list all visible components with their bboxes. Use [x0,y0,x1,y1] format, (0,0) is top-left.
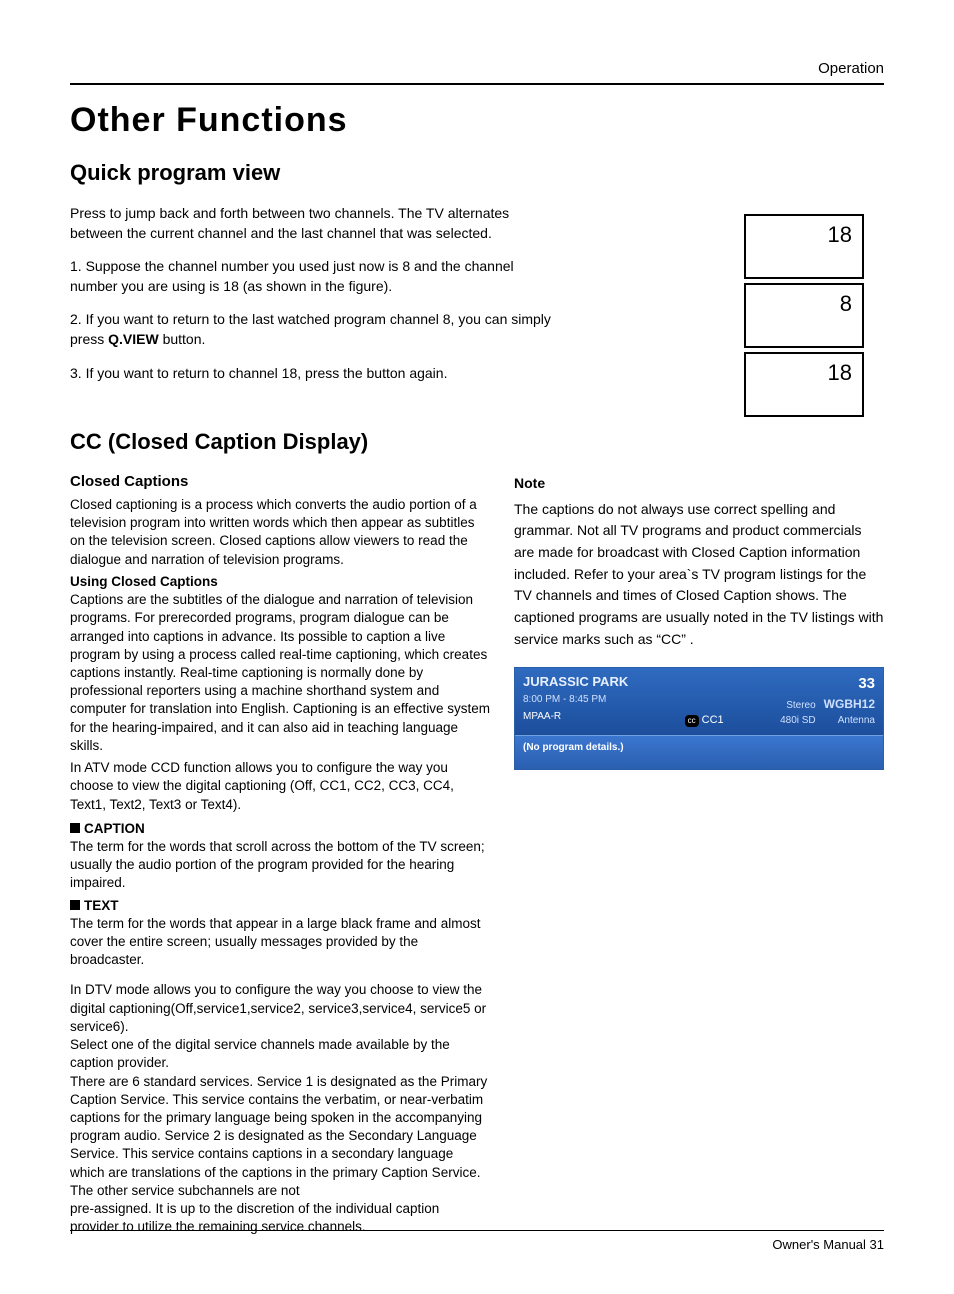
pi-station: WGBH12 [824,695,875,714]
cc-text-row: TEXT [70,897,490,915]
qv-step3: 3. If you want to return to channel 18, … [70,364,554,384]
cc-caption-row: CAPTION [70,820,490,838]
pi-cc: ccCC1 [685,712,724,729]
cc-sub2: Using Closed Captions [70,573,490,591]
pi-cc-label: CC1 [702,714,724,726]
cc-p2: Captions are the subtitles of the dialog… [70,591,490,755]
cc-p5: Select one of the digital service channe… [70,1036,490,1072]
quick-view-section: Press to jump back and forth between two… [70,204,884,417]
cc-p6: There are 6 standard services. Service 1… [70,1073,490,1201]
pi-right: 33 WGBH12 Antenna [824,672,875,729]
square-bullet-icon [70,823,80,833]
square-bullet-icon [70,900,80,910]
cc-icon: cc [685,715,699,727]
qv-step1: 1. Suppose the channel number you used j… [70,257,554,296]
cc-p1: Closed captioning is a process which con… [70,496,490,569]
note-column: Note The captions do not always use corr… [514,473,884,1237]
cc-text-label: TEXT [84,898,119,913]
channel-box-2: 8 [744,283,864,348]
qv-step2-c: button. [159,331,206,347]
cc-caption-label: CAPTION [84,821,145,836]
pi-audio: Stereo [786,698,815,714]
channel-box-3: 18 [744,352,864,417]
pi-bottom: (No program details.) [515,735,883,770]
pi-details: (No program details.) [523,742,624,753]
cc-p3: In ATV mode CCD function allows you to c… [70,759,490,814]
pi-rating: MPAA-R [523,709,561,725]
note-heading: Note [514,473,884,495]
pi-time: 8:00 PM - 8:45 PM [523,692,628,708]
section-label: Operation [818,60,884,77]
channel-box-1: 18 [744,214,864,279]
cc-text-text: The term for the words that appear in a … [70,915,490,970]
header-section: Operation [70,60,884,85]
note-text: The captions do not always use correct s… [514,499,884,651]
pi-source: Antenna [824,713,875,729]
pi-left: JURASSIC PARK 8:00 PM - 8:45 PM MPAA-R [523,672,628,729]
pi-row2-left: MPAA-R [523,709,628,725]
cc-p4: In DTV mode allows you to configure the … [70,981,490,1036]
pi-chnum: 33 [824,672,875,695]
footer-text: Owner's Manual 31 [772,1237,884,1252]
qv-step2: 2. If you want to return to the last wat… [70,310,554,349]
pi-res: 480i SD [780,713,816,729]
cc-left-column: Closed Captions Closed captioning is a p… [70,473,490,1237]
pi-center: ccCC1 [628,672,780,729]
pi-mid: Stereo 480i SD [780,672,824,729]
cc-caption-text: The term for the words that scroll acros… [70,838,490,893]
cc-section: Closed Captions Closed captioning is a p… [70,473,884,1237]
channel-boxes: 18 8 18 [584,214,884,417]
cc-heading: CC (Closed Caption Display) [70,429,884,455]
cc-sub1: Closed Captions [70,473,490,490]
channel-figure: 18 8 18 [584,204,884,417]
quick-view-text: Press to jump back and forth between two… [70,204,554,417]
pi-title: JURASSIC PARK [523,672,628,692]
qv-step2-b: Q.VIEW [108,331,159,347]
qv-intro: Press to jump back and forth between two… [70,204,554,243]
program-info-panel: JURASSIC PARK 8:00 PM - 8:45 PM MPAA-R c… [514,667,884,771]
pi-top: JURASSIC PARK 8:00 PM - 8:45 PM MPAA-R c… [515,668,883,735]
page-title: Other Functions [70,101,884,140]
footer: Owner's Manual 31 [70,1230,884,1252]
quick-view-heading: Quick program view [70,160,884,186]
